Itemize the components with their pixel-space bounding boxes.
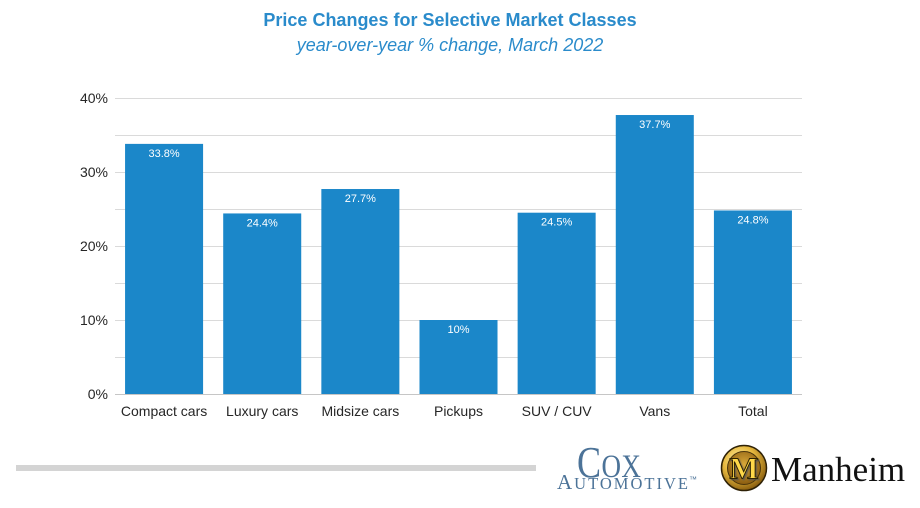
y-tick-label: 10% (80, 312, 108, 328)
cox-logo-wordmark: COX (577, 438, 642, 487)
chart-title: Price Changes for Selective Market Class… (263, 10, 637, 30)
bar-luxury-cars (223, 213, 302, 394)
data-label-total: 24.8% (737, 214, 768, 226)
x-tick-label-suv-cuv: SUV / CUV (522, 403, 593, 419)
y-tick-label: 40% (80, 90, 108, 106)
data-label-compact-cars: 33.8% (148, 148, 179, 160)
data-label-vans: 37.7% (639, 119, 670, 131)
x-tick-label-compact-cars: Compact cars (121, 403, 207, 419)
bar-data-labels: 33.8% 24.4% 27.7% 10% 24.5% 37.7% 24.8% (148, 119, 768, 336)
emblem-letter: M (729, 451, 758, 486)
y-tick-label: 0% (88, 386, 108, 402)
manheim-logo: M Manheim (720, 443, 908, 493)
trademark-symbol: ™ (688, 475, 697, 484)
bar-vans (615, 115, 694, 395)
x-tick-label-luxury-cars: Luxury cars (226, 403, 298, 419)
footer-divider (16, 465, 536, 471)
data-label-pickups: 10% (447, 324, 469, 336)
bar-midsize-cars (321, 189, 400, 394)
y-tick-label: 30% (80, 164, 108, 180)
bar-pickups (419, 320, 498, 394)
emblem-inner-disc (727, 451, 761, 485)
x-tick-label-vans: Vans (639, 403, 670, 419)
bars (125, 115, 792, 395)
y-axis-tick-labels: 0% 10% 20% 30% 40% (80, 90, 108, 402)
x-tick-label-total: Total (738, 403, 768, 419)
x-axis-tick-labels: Compact cars Luxury cars Midsize cars Picku… (121, 403, 768, 419)
bar-compact-cars (125, 143, 204, 394)
bar-suv-cuv (517, 212, 596, 394)
cox-logo-automotive-text: AUTOMOTIVE (557, 470, 690, 494)
data-label-luxury-cars: 24.4% (247, 217, 278, 229)
x-tick-label-midsize-cars: Midsize cars (321, 403, 399, 419)
data-label-suv-cuv: 24.5% (541, 217, 572, 229)
cox-automotive-logo: COX AUTOMOTIVE™ (555, 440, 707, 494)
data-label-midsize-cars: 27.7% (345, 193, 376, 205)
manheim-wordmark: Manheim (771, 450, 906, 489)
bar-total (713, 210, 792, 394)
x-tick-label-pickups: Pickups (434, 403, 483, 419)
y-tick-label: 20% (80, 238, 108, 254)
chart-subtitle: year-over-year % change, March 2022 (296, 35, 604, 55)
manheim-emblem-icon: M (720, 444, 768, 492)
cox-logo-automotive-line: AUTOMOTIVE™ (557, 472, 697, 493)
